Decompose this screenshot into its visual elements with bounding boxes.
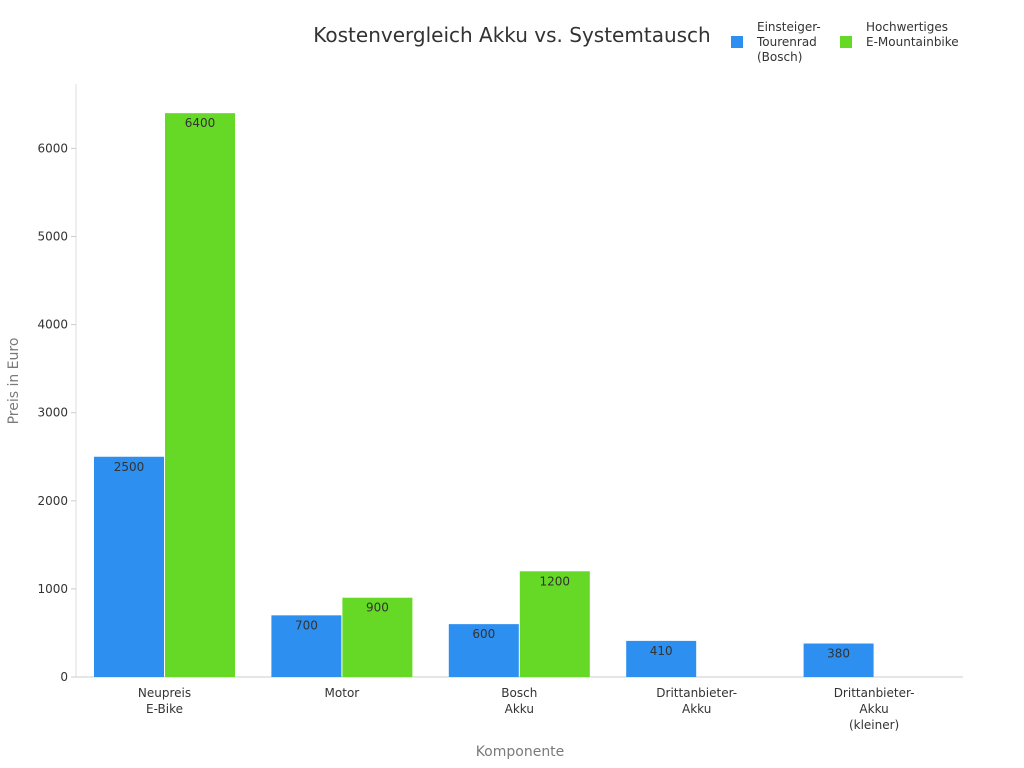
- bar-value-labels: 2500 700 600 410 380 6400 900 1200: [114, 116, 850, 660]
- x-tick-label-line: Akku: [682, 702, 711, 716]
- x-tick-label-line: Akku: [859, 702, 888, 716]
- legend-label-line: Hochwertiges: [866, 20, 948, 34]
- x-tick-label-line: Drittanbieter-: [656, 686, 737, 700]
- x-tick-label-line: Motor: [325, 686, 360, 700]
- bar-series-1-2: [271, 615, 342, 677]
- bar-series-2-1: [165, 113, 235, 677]
- legend-label-line: Tourenrad: [756, 35, 817, 49]
- x-tick-label-line: Bosch: [501, 686, 537, 700]
- x-tick-label: Neupreis E-Bike: [138, 686, 191, 716]
- x-tick-label: Drittanbieter- Akku: [656, 686, 737, 716]
- y-tick-label: 4000: [37, 318, 68, 332]
- legend-label: Einsteiger-Tourenrad (Bosch): [756, 20, 821, 64]
- x-tick-label: Motor: [325, 686, 360, 700]
- bar-series-1-3: [448, 624, 519, 677]
- legend-label-line: (Bosch): [757, 50, 802, 64]
- bar-value-label: 600: [472, 627, 495, 641]
- x-tick-label-line: Drittanbieter-: [834, 686, 915, 700]
- bar-value-label: 900: [366, 601, 389, 615]
- bar-value-label: 1200: [540, 574, 571, 588]
- bars: [94, 113, 874, 677]
- y-axis-ticks: 0 1000 2000 3000 4000 5000 6000: [37, 141, 76, 684]
- legend-label: Hochwertiges E-Mountainbike: [866, 20, 959, 49]
- x-tick-label-line: Neupreis: [138, 686, 191, 700]
- y-tick-label: 6000: [37, 141, 68, 155]
- legend-swatch: [731, 36, 743, 48]
- bar-series-2-3: [519, 571, 590, 677]
- y-axis-label: Preis in Euro: [6, 338, 22, 425]
- legend-swatch: [840, 36, 852, 48]
- legend-item-1[interactable]: Einsteiger-Tourenrad (Bosch): [731, 20, 821, 64]
- x-tick-label-line: E-Bike: [146, 702, 183, 716]
- legend: Einsteiger-Tourenrad (Bosch)Hochwertiges E…: [731, 20, 959, 64]
- bar-value-label: 380: [827, 647, 850, 661]
- y-tick-label: 1000: [37, 582, 68, 596]
- x-tick-label-line: Akku: [505, 702, 534, 716]
- x-tick-label: Bosch Akku: [501, 686, 537, 716]
- x-tick-label: Drittanbieter- Akku (kleiner): [834, 686, 915, 732]
- chart-title: Kostenvergleich Akku vs. Systemtausch: [313, 23, 710, 47]
- bar-series-1-5: [803, 643, 874, 677]
- y-tick-label: 0: [60, 670, 68, 684]
- x-tick-label-line: (kleiner): [849, 718, 899, 732]
- bar-series-1-4: [626, 640, 697, 677]
- bar-series-2-2: [342, 597, 413, 677]
- legend-label-line: Einsteiger-: [757, 20, 821, 34]
- bar-series-1-1: [94, 456, 164, 677]
- y-tick-label: 2000: [37, 494, 68, 508]
- bar-value-label: 2500: [114, 460, 145, 474]
- bar-value-label: 700: [295, 618, 318, 632]
- legend-label-line: E-Mountainbike: [866, 35, 959, 49]
- x-axis-label: Komponente: [476, 744, 565, 760]
- y-tick-label: 3000: [37, 406, 68, 420]
- bar-value-label: 6400: [185, 116, 216, 130]
- y-tick-label: 5000: [37, 230, 68, 244]
- legend-item-2[interactable]: Hochwertiges E-Mountainbike: [840, 20, 959, 49]
- bar-value-label: 410: [650, 644, 673, 658]
